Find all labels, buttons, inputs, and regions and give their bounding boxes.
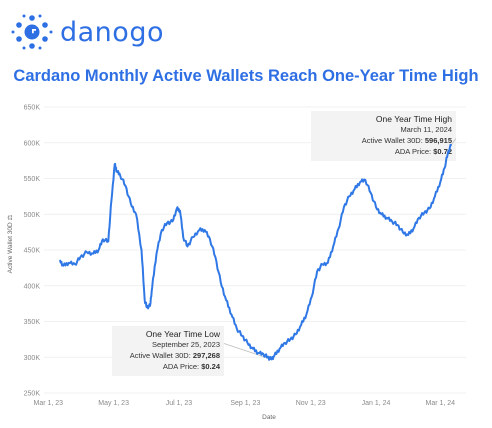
y-tick-label: 400K <box>24 283 41 290</box>
x-tick-label: Jul 1, 23 <box>166 400 193 407</box>
y-tick-label: 450K <box>24 248 41 255</box>
annotation-wallet-value: 596,915 <box>425 136 452 145</box>
x-tick-label: Mar 1, 23 <box>33 400 63 407</box>
x-tick-label: Nov 1, 23 <box>296 400 326 407</box>
annotation-date: September 25, 2023 <box>152 340 220 349</box>
x-tick-label: May 1, 23 <box>98 400 129 407</box>
y-tick-label: 500K <box>24 212 41 219</box>
annotation-wallet-label: Active Wallet 30D: <box>362 136 425 145</box>
y-tick-label: 650K <box>24 105 41 112</box>
annotation-wallet-value: 297,268 <box>193 351 220 360</box>
brand-name: danogo <box>60 16 164 48</box>
y-tick-label: 250K <box>24 391 41 398</box>
annotation-price-value: $0.24 <box>201 362 221 371</box>
annotation-box <box>112 326 224 376</box>
y-tick-label: 600K <box>24 140 41 147</box>
danogo-logo-icon <box>11 14 53 50</box>
x-tick-label: Mar 1, 24 <box>426 400 456 407</box>
annotation-price-label: ADA Price: <box>395 147 433 156</box>
annotation-title: One Year Time Low <box>146 329 221 339</box>
annotation-price: ADA Price: $0.24 <box>163 362 221 371</box>
annotation-price-value: $0.72 <box>433 147 452 156</box>
annotation-price: ADA Price: $0.72 <box>395 147 452 156</box>
annotation-wallet: Active Wallet 30D: 596,915 <box>362 136 452 145</box>
x-tick-label: Sep 1, 23 <box>230 400 260 407</box>
y-tick-label: 550K <box>24 176 41 183</box>
annotation-leader <box>450 138 457 146</box>
annotation-price-label: ADA Price: <box>163 362 201 371</box>
annotation-wallet: Active Wallet 30D: 297,268 <box>130 351 220 360</box>
y-tick-label: 350K <box>24 319 41 326</box>
x-tick-label: Jan 1, 24 <box>362 400 391 407</box>
annotation-box <box>311 111 456 161</box>
series-line-active-wallets <box>59 143 452 361</box>
annotation-date: March 11, 2024 <box>400 125 452 134</box>
y-axis-title: Active Wallet 30D ⚖ <box>6 214 14 273</box>
annotation-leader <box>223 343 272 360</box>
chart-title: Cardano Monthly Active Wallets Reach One… <box>13 67 479 85</box>
y-tick-label: 300K <box>24 355 41 362</box>
x-axis-title: Date <box>262 414 276 421</box>
annotation-title: One Year Time High <box>376 114 452 124</box>
brand: danogo <box>10 12 164 52</box>
annotation-wallet-label: Active Wallet 30D: <box>130 351 193 360</box>
